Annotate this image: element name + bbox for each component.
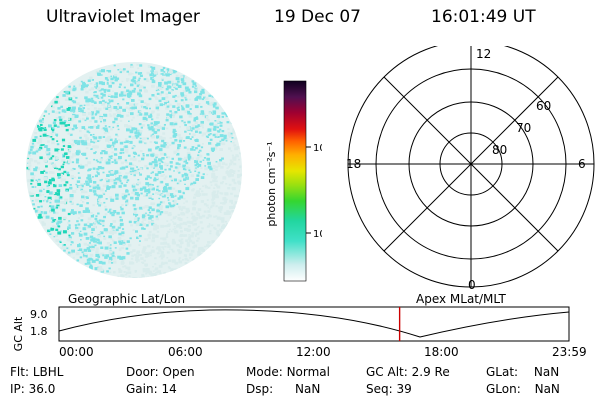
colorbar-unit-label: photon cm⁻²s⁻¹ bbox=[265, 141, 278, 226]
uv-image-pixels bbox=[26, 63, 242, 278]
info-gain-value: 14 bbox=[161, 382, 177, 396]
info-gc-alt-value: 2.9 Re bbox=[411, 365, 450, 379]
info-door: Door: Open bbox=[126, 365, 195, 379]
polar-axis-diag2 bbox=[383, 76, 559, 252]
info-glat-value: NaN bbox=[533, 365, 560, 379]
timeline-right-label: Apex MLat/MLT bbox=[416, 292, 506, 306]
info-gc-alt: GC Alt: 2.9 Re bbox=[366, 365, 450, 379]
info-glon-value: NaN bbox=[534, 382, 560, 396]
timeline-frame bbox=[58, 306, 570, 342]
info-mode: Mode: Normal bbox=[246, 365, 330, 379]
colorbar-gradient bbox=[283, 80, 307, 282]
timeline-axis-label: GC Alt bbox=[12, 316, 25, 351]
date-label: 19 Dec 07 bbox=[274, 7, 361, 27]
time-label: 16:01:49 UT bbox=[431, 7, 536, 27]
mlt-label-right: 6 bbox=[578, 157, 586, 171]
info-seq-value: 39 bbox=[396, 382, 412, 396]
colorbar-tick-100: 100 bbox=[313, 143, 322, 154]
lat-label-60: 60 bbox=[536, 99, 551, 113]
info-ip: IP: 36.0 bbox=[10, 382, 56, 396]
info-glat: GLat: NaN bbox=[486, 365, 560, 379]
info-gain: Gain: 14 bbox=[126, 382, 177, 396]
info-seq: Seq: 39 bbox=[366, 382, 412, 396]
mlt-label-left: 18 bbox=[346, 157, 361, 171]
uv-image-panel bbox=[26, 62, 242, 278]
polar-plot: 12 0 18 6 60 70 80 bbox=[346, 46, 595, 292]
mlt-label-top: 12 bbox=[476, 47, 491, 61]
info-dsp-value: NaN bbox=[294, 382, 321, 396]
info-door-value: Open bbox=[162, 365, 195, 379]
altitude-timeline: GC Alt 9.0 1.8 00:00 06:00 12:00 18:00 2… bbox=[12, 306, 587, 359]
timeline-xtick-1: 06:00 bbox=[168, 345, 203, 359]
info-ip-value: 36.0 bbox=[28, 382, 56, 396]
timeline-ytick-bottom: 1.8 bbox=[30, 325, 48, 338]
timeline-xtick-3: 18:00 bbox=[424, 345, 459, 359]
mlt-label-bottom: 0 bbox=[468, 278, 476, 292]
timeline-xtick-0: 00:00 bbox=[59, 345, 94, 359]
info-mode-value: Normal bbox=[286, 365, 330, 379]
lat-label-70: 70 bbox=[516, 121, 531, 135]
lat-label-80: 80 bbox=[492, 143, 507, 157]
timeline-left-label: Geographic Lat/Lon bbox=[68, 292, 186, 306]
instrument-title: Ultraviolet Imager bbox=[46, 7, 200, 27]
info-glon: GLon: NaN bbox=[486, 382, 560, 396]
info-dsp: Dsp: NaN bbox=[246, 382, 321, 396]
colorbar-tick-10: 10 bbox=[313, 229, 322, 240]
info-flt-value: LBHL bbox=[32, 365, 64, 379]
altitude-curve bbox=[58, 309, 570, 338]
info-flt: Flt: LBHL bbox=[10, 365, 64, 379]
timeline-xtick-2: 12:00 bbox=[296, 345, 331, 359]
colorbar: 100 10 photon cm⁻²s⁻¹ bbox=[265, 80, 322, 282]
timeline-ytick-top: 9.0 bbox=[30, 308, 48, 321]
timeline-xtick-4: 23:59 bbox=[552, 345, 587, 359]
